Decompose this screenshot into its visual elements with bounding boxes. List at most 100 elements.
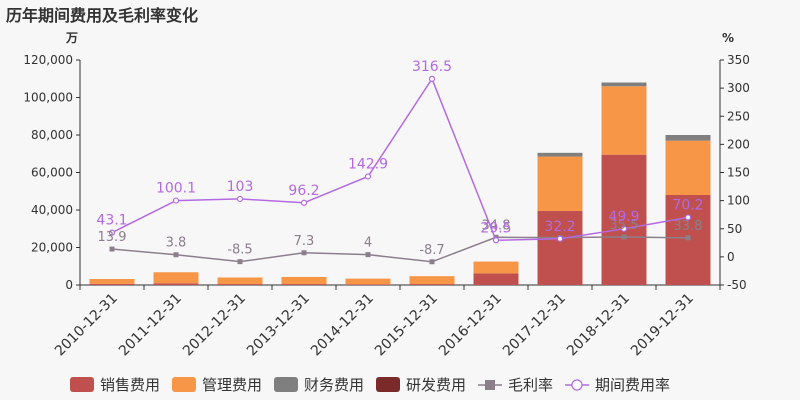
line-point [429, 259, 435, 265]
bar-segment [665, 135, 711, 141]
data-label: 3.8 [166, 236, 187, 251]
legend-item: 销售费用 [70, 376, 160, 394]
bar-series [89, 82, 711, 285]
line-point [684, 214, 692, 221]
data-label: 7.3 [294, 234, 315, 249]
data-label: 35.5 [610, 218, 639, 233]
bar-segment [601, 154, 647, 285]
data-label: 103 [227, 179, 254, 195]
bar-segment [281, 276, 327, 285]
x-tick-label: 2019-12-31 [628, 291, 697, 360]
line-point [108, 229, 116, 236]
legend-swatch-marker [485, 380, 495, 390]
legend-item: 财务费用 [274, 376, 364, 394]
x-tick-label: 2015-12-31 [372, 291, 441, 360]
x-tick-label: 2011-12-31 [116, 291, 185, 360]
right-tick-label: 150 [727, 166, 750, 180]
x-tick-label: 2013-12-31 [244, 291, 313, 360]
bar-segment [409, 284, 455, 285]
left-tick-label: 100,000 [23, 91, 73, 105]
line-point [237, 259, 243, 265]
line-point [556, 235, 564, 242]
left-tick-label: 0 [65, 278, 73, 292]
right-tick-label: -50 [727, 278, 747, 292]
legend-item: 毛利率 [478, 376, 553, 394]
line-point [685, 235, 691, 241]
bar-segment [345, 284, 391, 285]
bar-segment [537, 156, 583, 211]
line-point [173, 252, 179, 258]
bar-segment [601, 82, 647, 87]
series-line [111, 236, 689, 263]
left-tick-label: 80,000 [31, 128, 73, 142]
data-label: 32.2 [544, 219, 575, 235]
page-title: 历年期间费用及毛利率变化 [6, 6, 199, 25]
right-tick-label: 100 [727, 194, 750, 208]
data-label: 96.2 [288, 183, 319, 199]
line-point [621, 234, 627, 240]
bar-segment [153, 272, 199, 284]
line-series [108, 75, 692, 265]
bar-segment [601, 86, 647, 155]
legend-label: 销售费用 [100, 376, 160, 394]
right-tick-label: 250 [727, 109, 750, 123]
legend-item: 管理费用 [172, 376, 262, 394]
data-label: 43.1 [96, 213, 127, 229]
data-label: 100.1 [156, 181, 196, 197]
data-labels: 13.9 3.8 -8.5 7.3 4 -8.7 34.8 35.5 33.8 43.1 100.1… [96, 59, 703, 258]
x-tick-label: 2018-12-31 [564, 291, 633, 360]
data-label: 4 [364, 236, 372, 251]
bar-segment [473, 261, 519, 274]
bar-segment [537, 152, 583, 157]
legend-label: 毛利率 [508, 376, 553, 394]
data-label: 34.8 [482, 218, 511, 233]
line-point [620, 225, 628, 232]
x-tick-label: 2017-12-31 [500, 291, 569, 360]
bar-segment [217, 277, 263, 285]
data-label: -8.5 [227, 243, 252, 258]
x-tick-label: 2010-12-31 [52, 291, 121, 360]
legend-swatch [172, 377, 196, 392]
legend-label: 研发费用 [406, 376, 466, 394]
left-tick-label: 60,000 [31, 166, 73, 180]
bar-segment [537, 210, 583, 285]
right-tick-label: 0 [727, 250, 735, 264]
right-tick-label: 200 [727, 137, 750, 151]
data-label: 316.5 [412, 59, 452, 75]
bar-segment [345, 278, 391, 285]
line-point [365, 252, 371, 258]
legend-label: 管理费用 [202, 376, 262, 394]
data-label: 33.8 [674, 219, 703, 234]
x-tick-label: 2012-12-31 [180, 291, 249, 360]
bar-segment [409, 276, 455, 285]
bar-segment [217, 284, 263, 285]
bar-segment [473, 273, 519, 285]
x-tick-label: 2016-12-31 [436, 291, 505, 360]
legend-label: 期间费用率 [595, 376, 670, 394]
left-tick-label: 20,000 [31, 241, 73, 255]
legend-swatch [376, 377, 400, 392]
legend-swatch [70, 377, 94, 392]
line-point [428, 75, 436, 82]
line-point [300, 199, 308, 206]
legend: 销售费用 管理费用 财务费用 研发费用 毛利率 期间费用率 [70, 376, 670, 394]
right-unit-label: % [722, 31, 734, 45]
series-line [111, 77, 689, 242]
right-tick-label: 50 [727, 222, 742, 236]
legend-swatch [274, 377, 298, 392]
legend-item: 研发费用 [376, 376, 466, 394]
data-label: 49.9 [608, 209, 639, 225]
line-point [172, 197, 180, 204]
legend-label: 财务费用 [304, 376, 364, 394]
line-point [364, 173, 372, 180]
bar-segment [281, 284, 327, 285]
x-tick-label: 2014-12-31 [308, 291, 377, 360]
bar-segment [89, 279, 135, 284]
bar-segment [89, 283, 135, 285]
line-point [301, 250, 307, 256]
right-tick-label: 300 [727, 81, 750, 95]
data-label: 142.9 [348, 156, 388, 172]
left-tick-label: 120,000 [23, 53, 73, 67]
bar-segment [665, 140, 711, 195]
